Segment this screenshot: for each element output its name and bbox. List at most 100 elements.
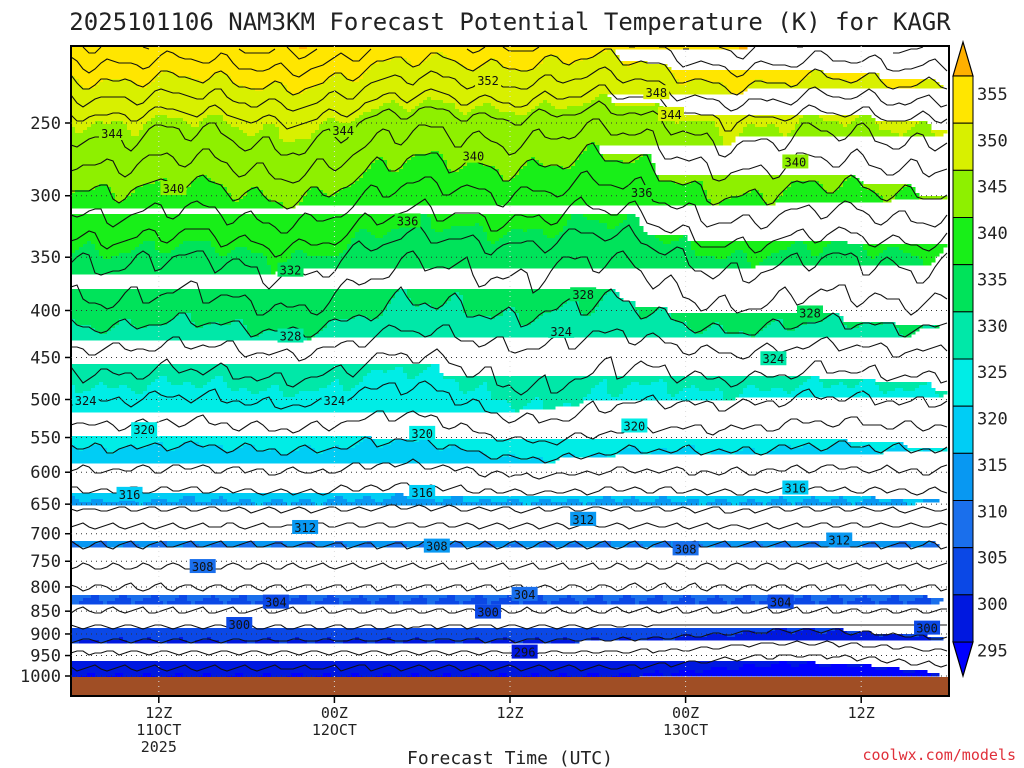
field-cell	[543, 406, 556, 410]
contour-label: 340	[460, 148, 487, 164]
contour-label-bg	[409, 425, 436, 440]
field-cell	[119, 253, 220, 257]
field-cell	[891, 544, 912, 548]
field-cell	[627, 214, 636, 218]
field-cell	[195, 496, 220, 500]
field-cell	[747, 499, 756, 503]
field-cell	[191, 313, 384, 317]
field-cell	[99, 253, 120, 257]
field-cell	[419, 64, 464, 68]
field-cell	[771, 322, 784, 326]
field-cell	[387, 232, 488, 236]
field-cell	[547, 601, 552, 605]
field-cell	[127, 196, 232, 200]
field-cell	[543, 313, 584, 317]
field-cell	[727, 601, 732, 605]
field-cell	[887, 598, 900, 602]
field-cell	[211, 241, 352, 245]
field-cell	[695, 670, 704, 674]
field-cell	[435, 229, 444, 233]
field-cell	[871, 598, 888, 602]
field-cell	[159, 73, 176, 77]
field-cell	[387, 160, 408, 164]
field-cell	[779, 130, 792, 134]
x-tick-label: 12Z	[848, 704, 875, 722]
field-cell	[335, 193, 708, 197]
colorbar-swatch	[952, 217, 974, 266]
field-cell	[639, 499, 656, 503]
field-cell	[783, 193, 880, 197]
field-cell	[279, 451, 292, 455]
field-cell	[831, 595, 840, 599]
field-cell	[251, 601, 256, 605]
field-cell	[111, 187, 136, 191]
field-cell	[443, 499, 464, 503]
field-cell	[211, 595, 216, 599]
y-tick-label: 250	[30, 114, 61, 134]
field-cell	[507, 544, 524, 548]
field-cell	[315, 85, 728, 89]
field-cell	[655, 670, 660, 674]
field-cell	[923, 595, 928, 599]
field-cell	[315, 130, 720, 134]
field-cell	[163, 601, 168, 605]
field-cell	[71, 598, 84, 602]
field-cell	[187, 121, 200, 125]
field-cell	[235, 448, 256, 452]
field-cell	[263, 88, 288, 92]
field-cell	[119, 322, 132, 326]
field-cell	[339, 253, 696, 257]
field-cell	[303, 250, 344, 254]
field-cell	[903, 601, 908, 605]
field-cell	[679, 79, 692, 83]
field-cell	[107, 331, 248, 335]
field-cell	[487, 232, 508, 236]
field-cell	[287, 85, 316, 89]
field-cell	[867, 253, 880, 257]
field-cell	[591, 391, 608, 395]
field-cell	[575, 598, 588, 602]
field-cell	[167, 640, 188, 644]
field-cell	[431, 439, 844, 443]
field-cell	[471, 109, 500, 113]
field-cell	[111, 256, 268, 260]
field-cell	[235, 82, 272, 86]
field-cell	[807, 76, 832, 80]
field-cell	[335, 445, 340, 449]
field-cell	[203, 673, 212, 677]
contour-label-text: 300	[916, 622, 938, 636]
field-cell	[71, 226, 400, 230]
field-cell	[71, 241, 88, 245]
field-cell	[155, 76, 192, 80]
field-cell	[271, 637, 296, 641]
field-cell	[915, 85, 944, 89]
field-cell	[615, 103, 656, 107]
field-cell	[71, 193, 116, 197]
contour-label-text: 300	[477, 606, 499, 620]
field-cell	[283, 391, 300, 395]
field-cell	[891, 595, 900, 599]
field-cell	[431, 220, 568, 224]
field-cell	[75, 127, 88, 131]
field-cell	[467, 112, 516, 116]
field-cell	[95, 244, 140, 248]
field-cell	[671, 118, 800, 122]
field-cell	[271, 82, 284, 86]
field-cell	[475, 106, 496, 110]
field-cell	[591, 100, 612, 104]
field-cell	[623, 391, 668, 395]
field-cell	[671, 241, 692, 245]
field-cell	[99, 382, 104, 386]
field-cell	[71, 238, 352, 242]
field-cell	[223, 496, 336, 500]
field-cell	[327, 118, 336, 122]
field-cell	[643, 544, 656, 548]
field-cell	[351, 184, 704, 188]
field-cell	[443, 229, 484, 233]
field-cell	[255, 133, 280, 137]
field-cell	[123, 544, 140, 548]
colorbar-swatch	[952, 547, 974, 596]
field-cell	[803, 628, 816, 632]
